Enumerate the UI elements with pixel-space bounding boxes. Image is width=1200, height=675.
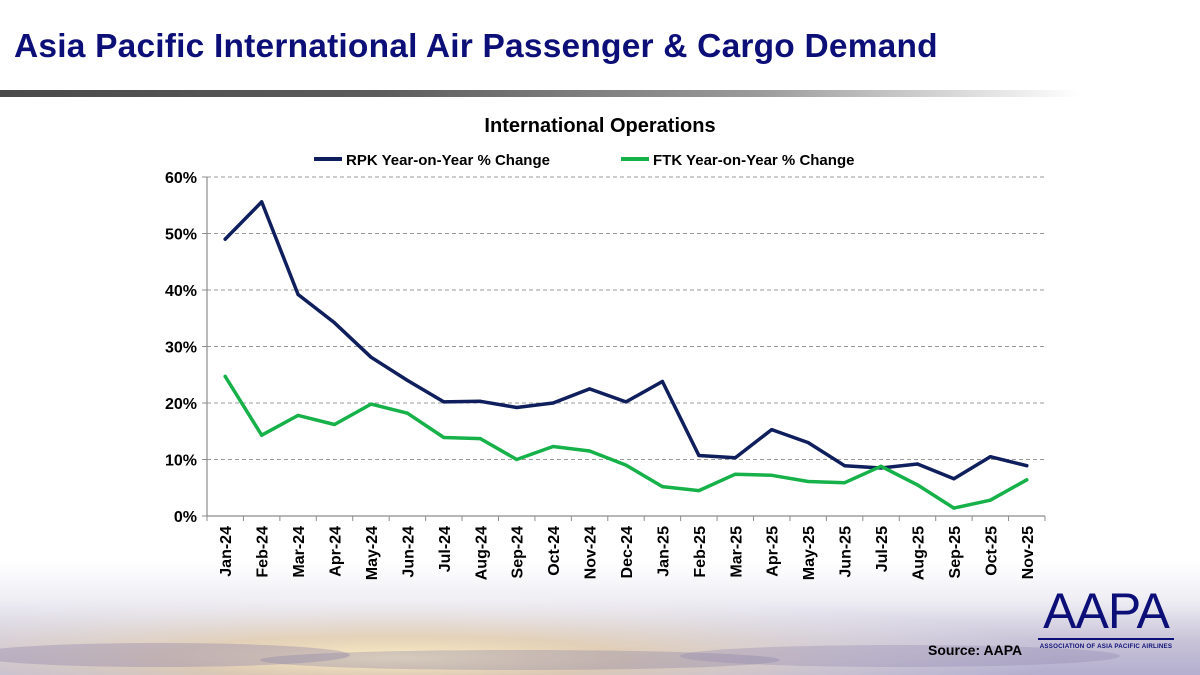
rpk-point <box>332 321 337 325</box>
x-tick-label: Feb-25 <box>692 526 709 578</box>
aapa-logo: AAPA ASSOCIATION OF ASIA PACIFIC AIRLINE… <box>1036 583 1176 654</box>
rpk-point <box>733 456 737 460</box>
legend-label-rpk: RPK Year-on-Year % Change <box>346 152 550 169</box>
rpk-point <box>442 400 446 404</box>
x-tick-label: Mar-24 <box>291 526 308 578</box>
ftk-point <box>515 457 519 462</box>
ftk-point <box>587 449 592 453</box>
x-tick-label: Jul-24 <box>437 526 454 572</box>
rpk-point <box>843 464 847 468</box>
y-tick-label: 60% <box>165 170 197 187</box>
x-tick-label: Dec-24 <box>619 526 636 579</box>
ftk-point <box>624 463 628 467</box>
x-tick-label: Jul-25 <box>874 526 891 572</box>
y-tick-label: 50% <box>165 227 197 244</box>
legend-label-ftk: FTK Year-on-Year % Change <box>653 152 854 169</box>
rpk-point <box>660 379 665 384</box>
rpk-point <box>952 477 956 481</box>
x-tick-label: Nov-25 <box>1020 526 1037 579</box>
ftk-point <box>988 498 992 502</box>
x-tick-label: Apr-24 <box>328 526 345 577</box>
rpk-point <box>770 427 774 432</box>
rpk-point <box>551 401 555 405</box>
x-tick-label: Feb-24 <box>255 526 272 578</box>
x-tick-label: Jun-24 <box>400 526 417 578</box>
rpk-point <box>296 292 300 297</box>
x-tick-label: Oct-25 <box>983 526 1000 576</box>
y-tick-label: 30% <box>165 340 197 357</box>
y-tick-label: 40% <box>165 283 197 300</box>
rpk-point <box>515 405 519 410</box>
rpk-point <box>260 200 264 204</box>
ftk-point <box>260 433 264 437</box>
series <box>223 200 1029 510</box>
y-tick-label: 20% <box>165 396 197 413</box>
rpk-point <box>223 237 227 241</box>
ftk-point <box>697 488 701 493</box>
y-tick-labels: 0% 10% 20% 30% 40% 50% 60% <box>165 170 197 526</box>
ftk-point <box>551 444 555 449</box>
ftk-point <box>478 436 482 441</box>
sky-background <box>0 560 1200 675</box>
legend: RPK Year-on-Year % Change FTK Year-on-Ye… <box>314 152 854 169</box>
x-tick-label: Nov-24 <box>583 526 600 579</box>
rpk-point <box>587 387 592 391</box>
x-tick-label: Aug-25 <box>910 526 927 580</box>
x-tick-label: Sep-24 <box>510 526 527 579</box>
ftk-point <box>442 435 446 440</box>
gridlines <box>207 176 1045 460</box>
logo-rule <box>1038 638 1174 640</box>
rpk-point <box>1025 464 1029 468</box>
source-note: Source: AAPA <box>928 642 1023 658</box>
chart-title: International Operations <box>484 115 715 137</box>
x-tick-label: Jan-25 <box>655 526 672 577</box>
rpk-point <box>697 453 701 458</box>
rpk-series-line <box>223 200 1029 481</box>
ftk-point <box>915 483 920 487</box>
x-tick-label: Mar-25 <box>728 526 745 578</box>
rpk-point <box>369 355 373 359</box>
rpk-point <box>405 378 409 382</box>
ftk-point <box>770 473 774 477</box>
ftk-point <box>369 402 373 406</box>
rpk-point <box>806 440 810 445</box>
ftk-point <box>296 413 300 418</box>
ftk-point <box>223 374 227 379</box>
ftk-point <box>879 464 883 468</box>
ftk-series-line <box>223 374 1029 510</box>
y-tick-label: 0% <box>174 509 197 526</box>
logo-tagline: ASSOCIATION OF ASIA PACIFIC AIRLINES <box>1039 643 1173 650</box>
ftk-point <box>952 506 956 510</box>
axes <box>202 176 1046 521</box>
x-tick-labels: Jan-24 Feb-24 Mar-24 Apr-24 May-24 Jun-24 Jul-… <box>218 526 1037 580</box>
x-tick-label: Aug-24 <box>473 526 490 580</box>
ftk-point <box>733 472 737 476</box>
x-tick-label: May-24 <box>364 526 381 580</box>
page-title: Asia Pacific International Air Passenger… <box>14 28 938 65</box>
rpk-point <box>988 455 992 459</box>
rpk-point <box>915 462 920 466</box>
ftk-point <box>1025 478 1029 482</box>
x-tick-label: Jun-25 <box>838 526 855 578</box>
x-tick-label: May-25 <box>801 526 818 580</box>
ftk-point <box>660 485 665 489</box>
rpk-point <box>478 399 482 403</box>
rpk-point <box>624 400 628 404</box>
logo-wordmark: AAPA <box>1043 583 1170 639</box>
title-divider <box>0 90 1080 97</box>
ftk-point <box>332 422 337 427</box>
ftk-point <box>806 479 810 484</box>
x-tick-label: Apr-25 <box>765 526 782 577</box>
x-tick-label: Jan-24 <box>218 526 235 577</box>
ftk-point <box>405 411 409 415</box>
y-tick-label: 10% <box>165 453 197 470</box>
ftk-point <box>843 481 847 485</box>
x-tick-label: Sep-25 <box>947 526 964 579</box>
x-tick-label: Oct-24 <box>546 526 563 576</box>
